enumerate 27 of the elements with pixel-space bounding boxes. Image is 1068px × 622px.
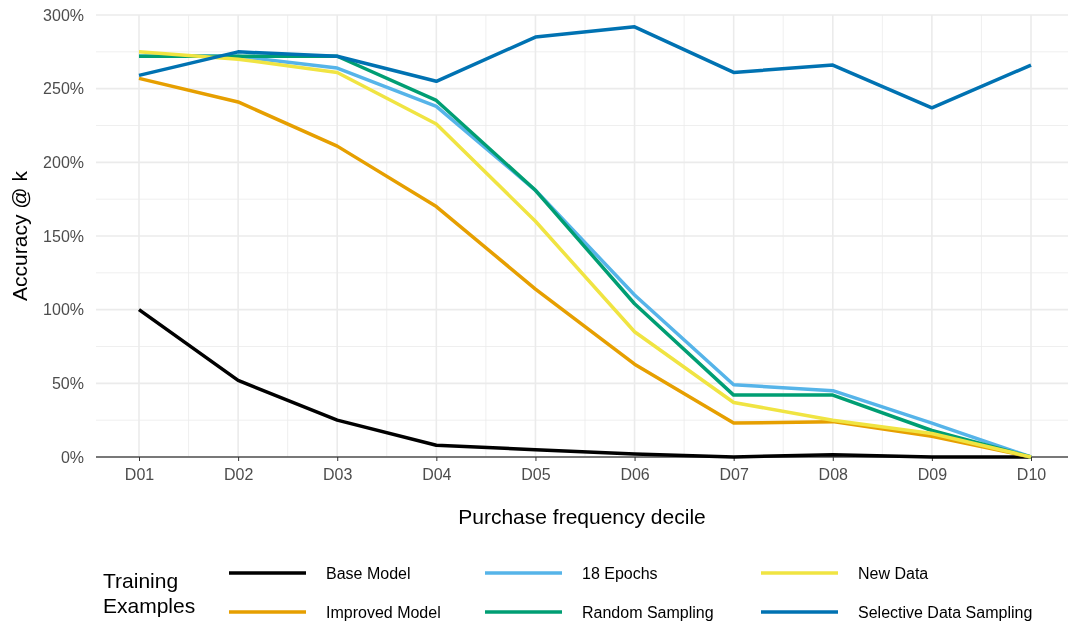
y-tick-label: 200% (43, 153, 84, 171)
y-tick-label: 300% (43, 6, 84, 24)
line-series (137, 25, 1033, 110)
y-tick-label: 150% (43, 227, 84, 245)
legend-label: Base Model (326, 565, 411, 582)
legend-label: 18 Epochs (582, 565, 658, 582)
x-tick-label: D02 (223, 466, 254, 484)
legend-title: Training Examples (103, 569, 196, 617)
x-axis-title: Purchase frequency decile (458, 505, 706, 528)
y-tick-label: 0% (60, 448, 84, 466)
y-tick-label: 250% (43, 80, 84, 98)
x-tick-label: D03 (323, 466, 353, 484)
x-tick-label: D10 (1016, 466, 1047, 484)
x-tick-label: D08 (818, 466, 849, 484)
legend-label: Random Sampling (582, 604, 714, 621)
x-tick-label: D07 (719, 466, 749, 484)
legend-label: Improved Model (326, 604, 441, 621)
y-tick-label: 50% (51, 374, 84, 392)
x-tick-label: D01 (124, 466, 155, 484)
legend-label: Selective Data Sampling (858, 604, 1033, 621)
legend-label: New Data (858, 565, 929, 582)
x-tick-label: D09 (917, 466, 948, 484)
y-tick-label: 100% (43, 301, 84, 319)
x-tick-label: D04 (422, 466, 452, 484)
x-tick-label: D05 (521, 466, 551, 484)
y-axis-title: Accuracy @ k (8, 170, 31, 301)
x-tick-label: D06 (620, 466, 650, 484)
